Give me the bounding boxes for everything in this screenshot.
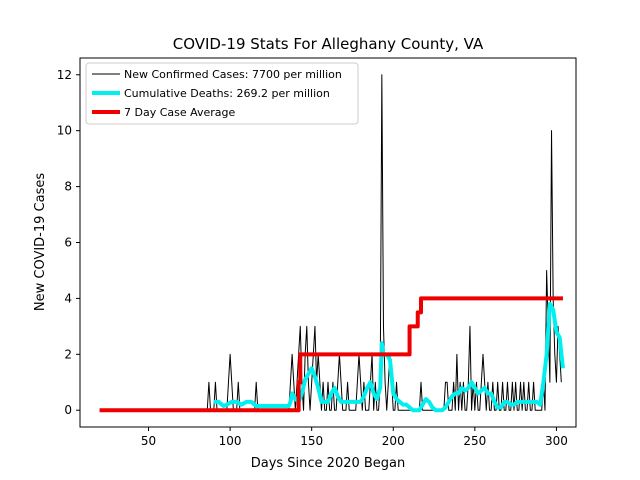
y-tick-label: 10: [57, 124, 72, 138]
x-tick-label: 250: [463, 434, 486, 448]
y-axis-label: New COVID-19 Cases: [33, 173, 48, 311]
x-tick-label: 150: [300, 434, 323, 448]
y-tick-label: 4: [64, 291, 72, 305]
x-tick-label: 50: [141, 434, 156, 448]
ticks-layer: 50 100 150 200 250 300 0 2 4 6 8 10 12: [57, 68, 568, 448]
y-tick-label: 12: [57, 68, 72, 82]
chart-title: COVID-19 Stats For Alleghany County, VA: [173, 35, 484, 53]
legend-box: [85, 62, 359, 125]
series-layer: [99, 74, 565, 413]
legend-label-deaths: Cumulative Deaths: 269.2 per million: [124, 87, 330, 100]
y-tick-label: 2: [64, 347, 72, 361]
y-tick-label: 6: [64, 236, 72, 250]
legend-label-new-cases: New Confirmed Cases: 7700 per million: [124, 68, 342, 81]
y-tick-label: 0: [64, 403, 72, 417]
legend-label-7day-average: 7 Day Case Average: [124, 106, 236, 119]
series-7day-average-line: [99, 296, 563, 413]
x-axis-label: Days Since 2020 Began: [251, 456, 406, 471]
legend: New Confirmed Cases: 7700 per million Cu…: [85, 62, 359, 125]
y-tick-label: 8: [64, 180, 72, 194]
x-tick-label: 300: [545, 434, 568, 448]
x-tick-label: 200: [382, 434, 405, 448]
x-tick-label: 100: [219, 434, 242, 448]
plot-frame: [79, 57, 577, 428]
